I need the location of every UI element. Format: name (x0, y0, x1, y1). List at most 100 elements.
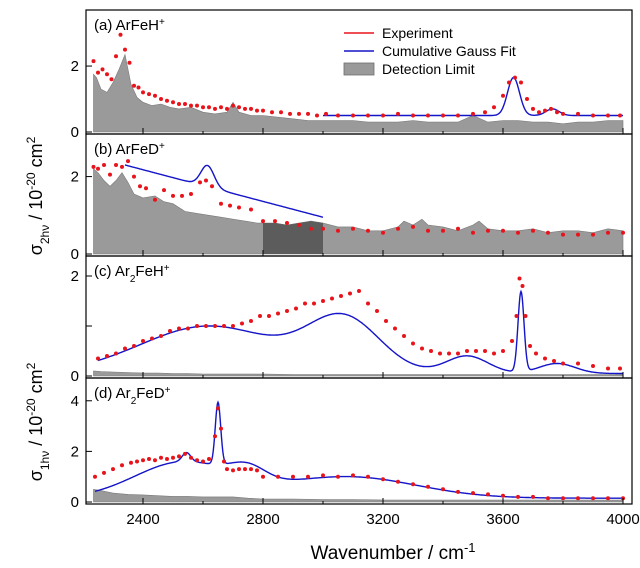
experiment-point (150, 336, 154, 341)
experiment-point (396, 111, 400, 116)
experiment-point (411, 482, 415, 487)
experiment-point (204, 178, 208, 183)
experiment-point (132, 174, 136, 179)
experiment-point (531, 494, 535, 499)
x-tick-label: 2400 (126, 511, 159, 528)
detection-limit-highlight (263, 221, 323, 254)
experiment-point (153, 197, 157, 202)
experiment-point (324, 111, 328, 116)
panel-frame (85, 377, 633, 505)
experiment-point (267, 314, 271, 318)
experiment-point (456, 351, 460, 356)
experiment-point (118, 32, 123, 37)
experiment-point (426, 113, 430, 118)
experiment-point (606, 230, 610, 235)
detection-limit-area (93, 488, 624, 503)
x-tick-label: 3200 (366, 511, 399, 528)
experiment-point (108, 172, 112, 177)
y-axis-label-top: σ2hν / 10-20 cm2 (24, 136, 52, 255)
experiment-point (393, 326, 397, 331)
experiment-point (576, 111, 580, 116)
experiment-point (591, 113, 595, 118)
experiment-point (297, 111, 301, 116)
experiment-point (123, 346, 127, 351)
experiment-point (294, 306, 298, 311)
detection-limit-area (93, 53, 624, 133)
experiment-point (384, 319, 388, 323)
experiment-point (100, 67, 105, 72)
experiment-point (207, 457, 211, 461)
experiment-point (514, 314, 519, 318)
experiment-point (222, 459, 226, 464)
experiment-point (357, 289, 361, 293)
experiment-point (288, 111, 292, 116)
experiment-point (516, 230, 520, 235)
experiment-point (132, 344, 136, 348)
experiment-point (249, 207, 253, 212)
experiment-point (138, 184, 142, 189)
experiment-point (189, 103, 193, 108)
experiment-point (102, 470, 106, 475)
experiment-point (429, 349, 433, 353)
experiment-point (561, 361, 565, 366)
experiment-point (147, 457, 151, 461)
experiment-point (120, 164, 124, 169)
experiment-point (561, 111, 565, 116)
experiment-point (129, 460, 133, 465)
experiment-point (321, 473, 325, 478)
experiment-point (420, 346, 424, 351)
experiment-point (366, 474, 370, 479)
experiment-point (438, 351, 442, 356)
experiment-point (285, 309, 289, 313)
experiment-point (447, 351, 451, 356)
experiment-point (183, 102, 187, 106)
experiment-point (135, 459, 139, 464)
experiment-point (537, 110, 541, 115)
experiment-point (136, 85, 141, 90)
experiment-point (555, 110, 559, 115)
experiment-point (225, 467, 229, 472)
experiment-point (210, 184, 214, 189)
experiment-point (270, 110, 274, 115)
experiment-point (204, 324, 208, 328)
experiment-point (543, 108, 547, 113)
panels: 02(a) ArFeH+02(b) ArFeD+02 (c) Ar2FeH+240… (71, 9, 640, 528)
experiment-point (105, 72, 109, 77)
experiment-point (561, 496, 565, 501)
experiment-point (396, 226, 400, 231)
plot-area-d (93, 400, 625, 503)
experiment-point (273, 219, 277, 224)
y-tick-label: 4 (71, 393, 79, 410)
experiment-point (411, 341, 415, 346)
experiment-point (132, 83, 136, 88)
x-tick-label: 2800 (246, 511, 279, 528)
experiment-point (546, 230, 550, 235)
experiment-point (96, 70, 100, 75)
experiment-point (336, 113, 340, 118)
experiment-point (456, 489, 460, 494)
legend-swatch (343, 62, 375, 76)
experiment-point (228, 203, 232, 208)
experiment-point (411, 113, 415, 118)
panel-c: 0 2 (c) Ar2FeH+ (71, 255, 633, 385)
experiment-point (159, 455, 163, 460)
experiment-point (171, 100, 175, 105)
experiment-point (351, 226, 355, 231)
experiment-point (606, 366, 610, 371)
x-axis-label: Wavenumber / cm-1 (310, 540, 475, 565)
experiment-point (525, 97, 529, 101)
experiment-point (366, 113, 370, 118)
experiment-point (351, 113, 355, 118)
experiment-point (213, 324, 217, 328)
experiment-point (189, 192, 193, 196)
experiment-point (426, 484, 430, 489)
experiment-point (195, 324, 199, 328)
experiment-point (222, 324, 226, 328)
experiment-point (534, 351, 538, 356)
experiment-point (591, 496, 595, 501)
experiment-point (336, 228, 340, 233)
experiment-point (171, 193, 175, 198)
experiment-point (381, 113, 385, 118)
panel-label-b: (b) ArFeD+ (94, 141, 165, 159)
y-tick-label: 2 (71, 169, 79, 186)
